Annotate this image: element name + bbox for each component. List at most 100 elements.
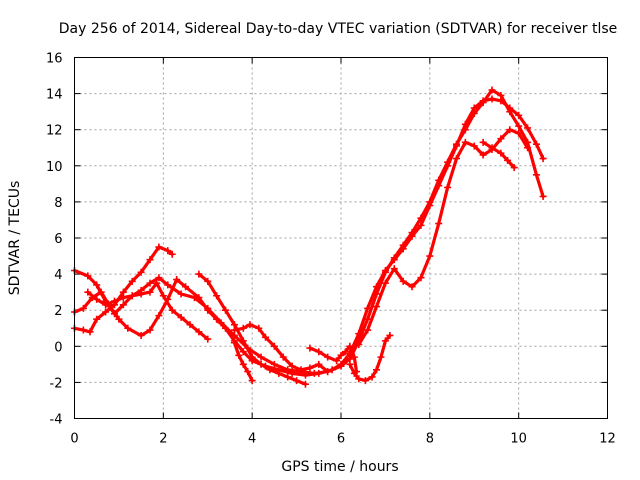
data-point [255,324,263,332]
data-point [346,360,354,368]
data-point [182,283,190,291]
data-point [204,306,212,314]
data-point [155,274,163,282]
data-point [426,202,434,210]
data-point [306,344,314,352]
data-point [146,256,154,264]
data-point [479,138,487,146]
plot-frame [74,57,608,419]
data-point [79,326,87,334]
data-point [504,156,512,164]
data-point [97,288,105,296]
data-point [235,351,243,359]
data-point [177,313,185,321]
series-sat-d [84,279,212,343]
data-point [164,281,172,289]
data-point [539,192,547,200]
data-point [515,122,523,130]
data-point [84,288,92,296]
data-point [270,342,278,350]
data-point [261,333,269,341]
data-point [328,366,336,374]
data-point [119,294,127,302]
data-point [275,369,283,377]
data-point [361,377,369,385]
data-point [222,324,230,332]
data-point [244,368,252,376]
data-point [435,220,443,228]
data-point [124,324,132,332]
data-point [488,144,496,152]
data-point [539,155,547,163]
data-point [173,276,181,284]
data-point [239,324,247,332]
data-point [93,315,101,323]
data-point [435,182,443,190]
data-point [399,277,407,285]
grid [74,57,608,419]
data-point [155,312,163,320]
data-point [381,279,389,287]
data-point [248,377,256,385]
y-tick-label: 2 [54,304,62,319]
y-tick-label: 16 [46,52,63,67]
data-point [324,353,332,361]
data-point [186,321,194,329]
data-point [293,377,301,385]
data-point [146,279,154,287]
data-point [266,366,274,374]
y-tick-label: -4 [50,413,63,428]
data-point [153,279,161,287]
data-point [386,331,394,339]
data-point [288,369,296,377]
data-point [195,328,203,336]
series-line [481,140,516,170]
data-point [288,362,296,370]
data-point [479,151,487,159]
data-point [532,171,540,179]
data-point [532,140,540,148]
data-point [137,290,145,298]
data-point [315,348,323,356]
plot-area [71,86,547,388]
data-point [350,369,358,377]
series-sat-j [355,126,532,348]
data-point [337,351,345,359]
data-point [390,256,398,264]
data-point [350,353,358,361]
y-tick-label: 4 [54,268,62,283]
data-point [417,274,425,282]
data-point [488,95,496,103]
data-point [524,124,532,132]
data-point [159,292,167,300]
chart-title: Day 256 of 2014, Sidereal Day-to-day VTE… [59,21,618,37]
y-tick-label: 6 [54,232,62,247]
series-sat-i [346,331,394,385]
data-point [146,326,154,334]
x-tick-label: 12 [599,432,616,447]
x-tick-label: 8 [426,432,434,447]
y-tick-label: 12 [46,124,63,139]
series-sat-h [306,342,361,376]
x-axis-label: GPS time / hours [281,459,398,475]
data-point [279,353,287,361]
data-point [93,295,101,303]
series-line [72,97,545,377]
data-point [408,232,416,240]
series-line [357,128,530,347]
data-point [461,138,469,146]
data-point [239,348,247,356]
y-tick-label: 14 [46,88,63,103]
data-point [470,142,478,150]
data-point [102,301,110,309]
data-point [155,243,163,251]
data-point [168,250,176,258]
series-sat-c [71,243,176,336]
x-tick-label: 0 [70,432,78,447]
data-point [301,371,309,379]
data-point [102,308,110,316]
data-point [146,288,154,296]
data-point [515,129,523,137]
data-point [177,290,185,298]
